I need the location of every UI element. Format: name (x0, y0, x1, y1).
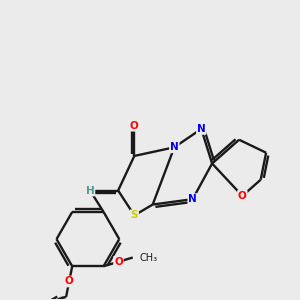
Text: O: O (114, 257, 123, 267)
Text: N: N (188, 194, 197, 204)
Text: H: H (86, 185, 94, 196)
Text: N: N (197, 124, 206, 134)
Text: O: O (65, 277, 74, 286)
Text: O: O (238, 191, 247, 201)
Text: S: S (130, 210, 138, 220)
Text: O: O (130, 121, 139, 131)
Text: N: N (170, 142, 179, 152)
Text: CH₃: CH₃ (139, 253, 158, 262)
